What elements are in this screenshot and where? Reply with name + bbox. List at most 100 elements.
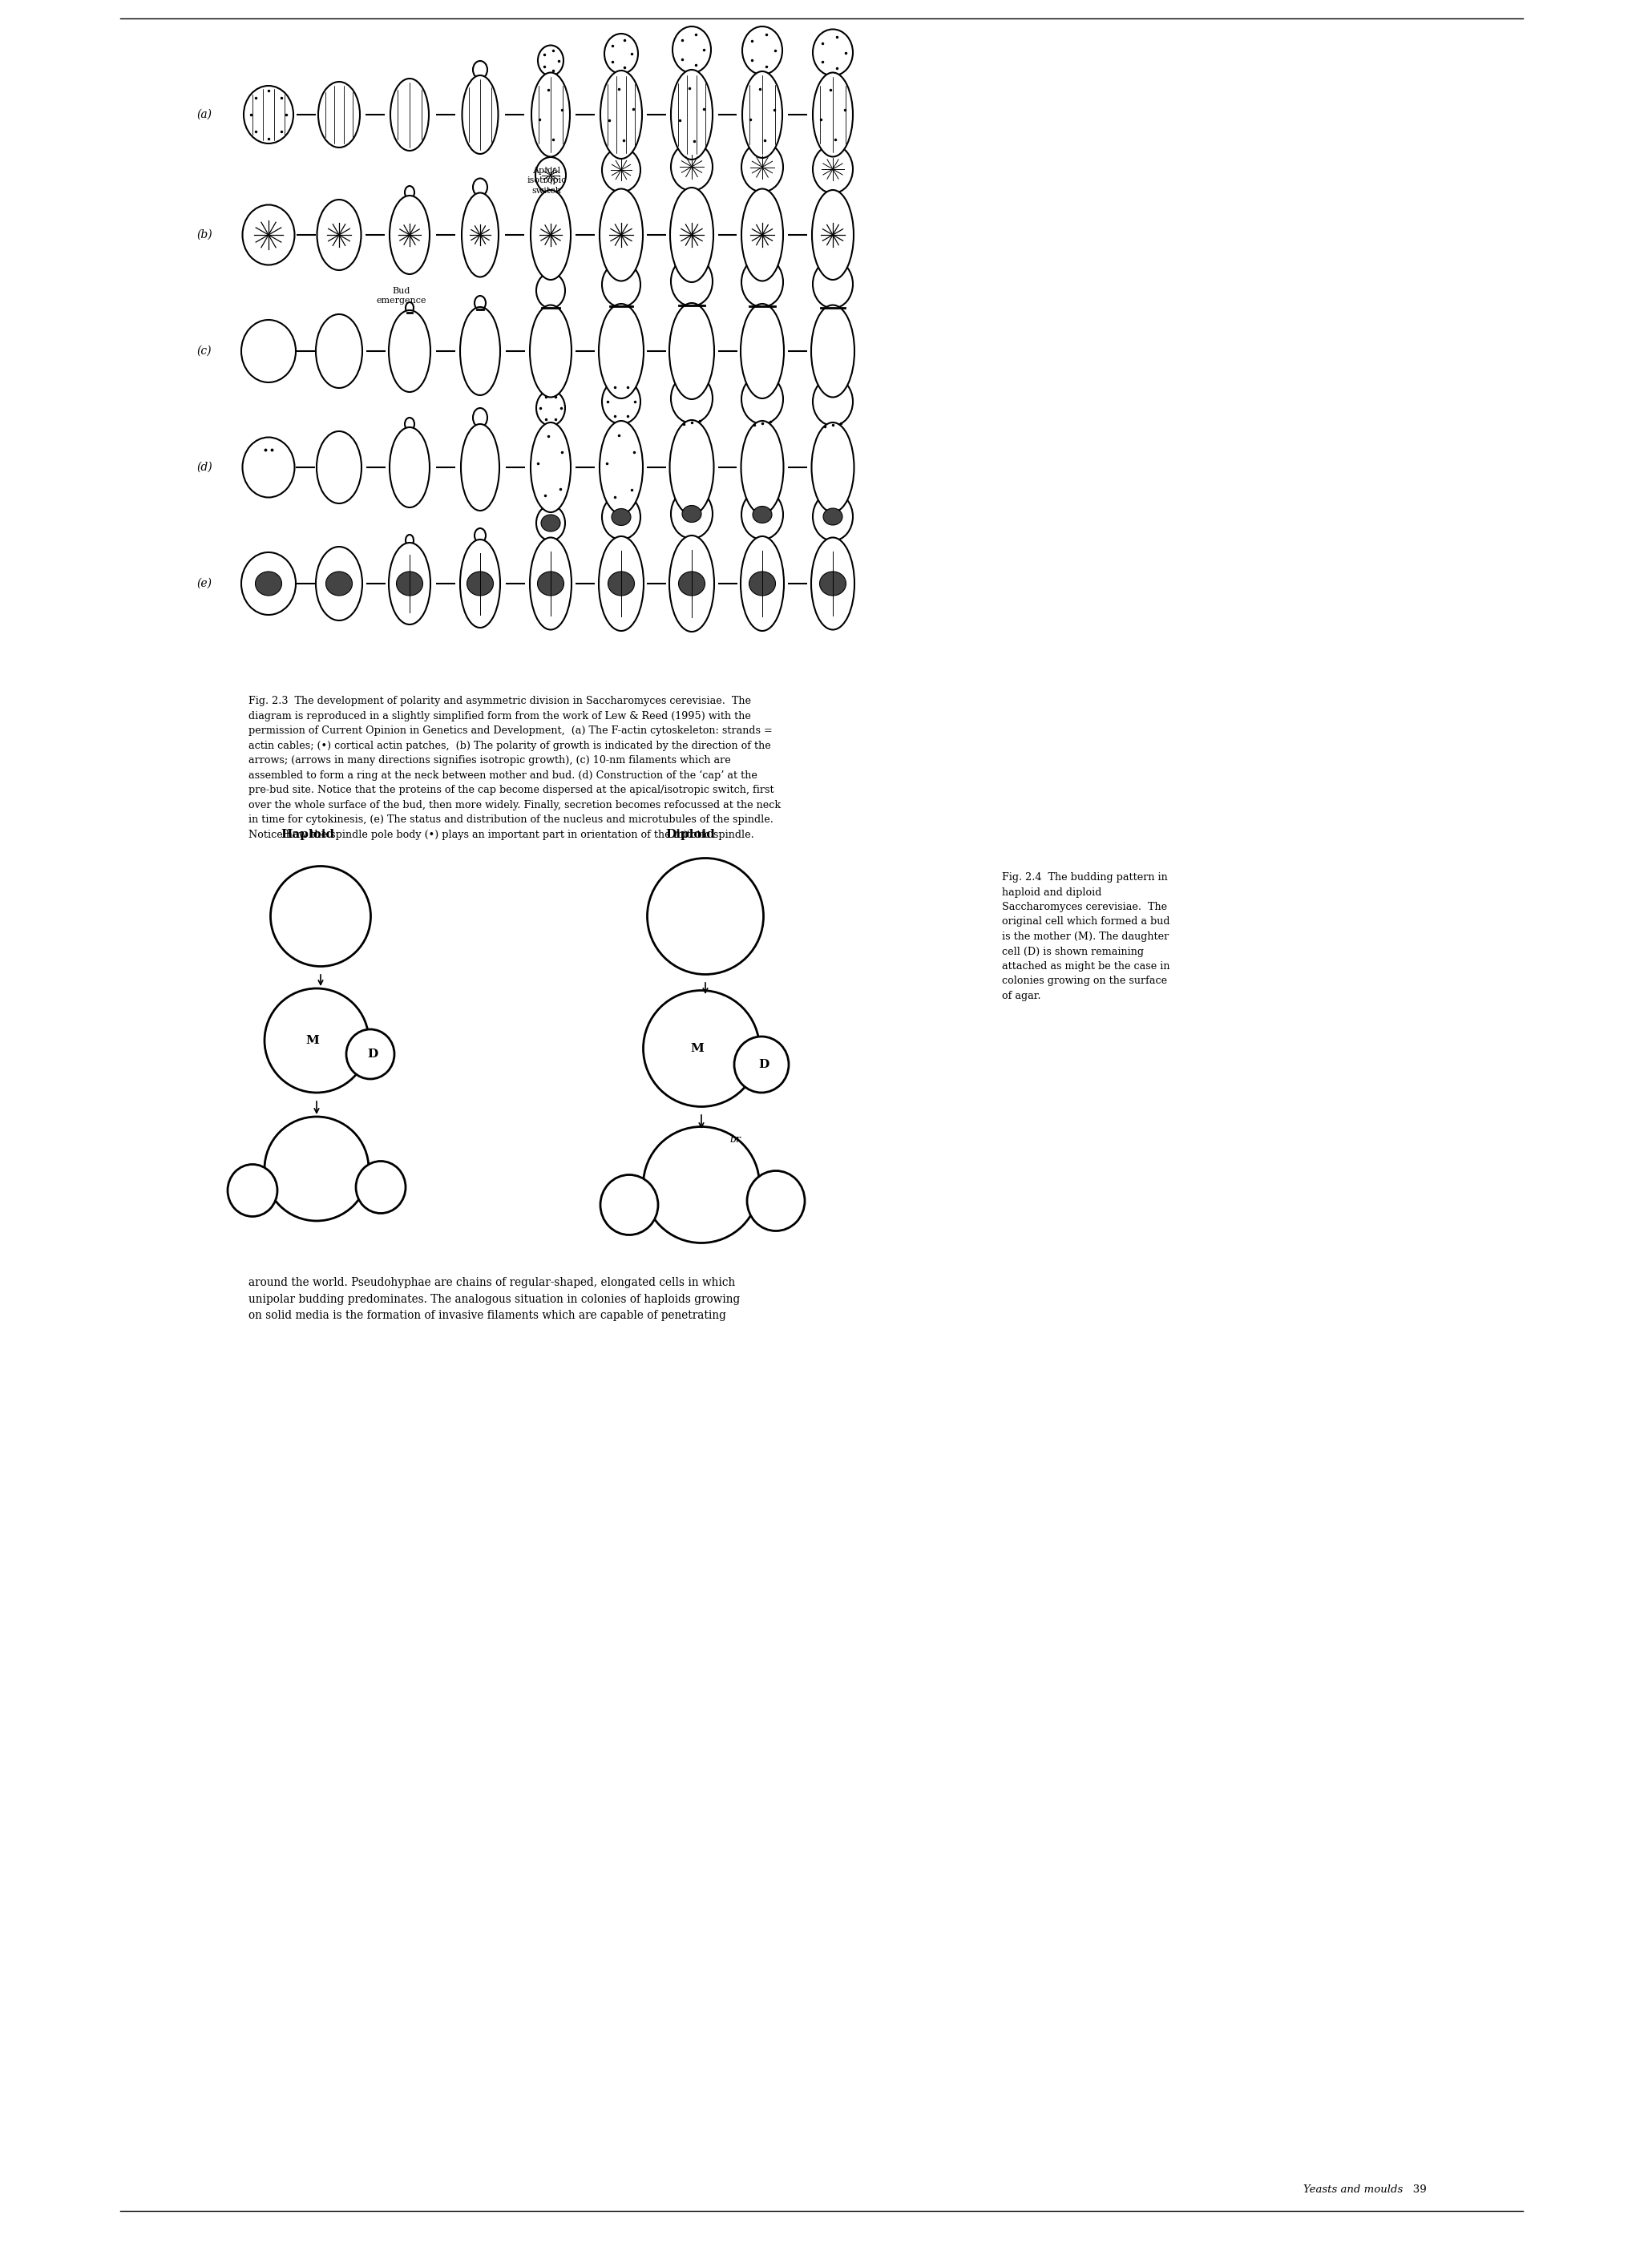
Text: Bud
emergence: Bud emergence	[377, 287, 426, 306]
Text: 39: 39	[1403, 2184, 1427, 2195]
Text: (a): (a)	[197, 109, 211, 120]
Ellipse shape	[535, 156, 567, 192]
Ellipse shape	[241, 319, 296, 382]
Ellipse shape	[388, 543, 431, 625]
Ellipse shape	[537, 505, 565, 541]
Ellipse shape	[600, 188, 643, 281]
Ellipse shape	[671, 188, 714, 283]
Ellipse shape	[474, 527, 486, 543]
Ellipse shape	[742, 27, 783, 75]
Ellipse shape	[474, 296, 486, 310]
Ellipse shape	[396, 573, 423, 595]
Ellipse shape	[600, 1174, 657, 1236]
Ellipse shape	[537, 573, 563, 595]
Ellipse shape	[406, 303, 413, 315]
Text: (b): (b)	[197, 229, 211, 240]
Text: Yeasts and moulds: Yeasts and moulds	[1303, 2184, 1403, 2195]
Ellipse shape	[390, 79, 430, 152]
Ellipse shape	[355, 1161, 406, 1213]
Text: (e): (e)	[197, 577, 211, 588]
Ellipse shape	[753, 507, 771, 523]
Ellipse shape	[813, 29, 852, 75]
Ellipse shape	[671, 143, 712, 190]
Ellipse shape	[264, 1116, 368, 1220]
Ellipse shape	[530, 539, 572, 629]
Ellipse shape	[601, 263, 641, 308]
Ellipse shape	[669, 303, 714, 398]
Ellipse shape	[228, 1165, 278, 1217]
Ellipse shape	[813, 260, 852, 308]
Ellipse shape	[601, 147, 641, 192]
Text: (d): (d)	[197, 462, 211, 473]
Ellipse shape	[742, 258, 783, 308]
Ellipse shape	[406, 534, 413, 545]
Ellipse shape	[813, 190, 854, 281]
Ellipse shape	[530, 306, 572, 398]
Text: Apical
isotropic
switch: Apical isotropic switch	[527, 167, 567, 195]
Ellipse shape	[600, 421, 643, 514]
Ellipse shape	[742, 72, 783, 158]
Ellipse shape	[813, 493, 852, 541]
Ellipse shape	[611, 509, 631, 525]
Ellipse shape	[264, 989, 368, 1093]
Ellipse shape	[256, 573, 282, 595]
Ellipse shape	[747, 1170, 805, 1231]
Ellipse shape	[742, 143, 783, 192]
Text: around the world. Pseudohyphae are chains of regular-shaped, elongated cells in : around the world. Pseudohyphae are chain…	[248, 1276, 740, 1322]
Ellipse shape	[461, 539, 501, 627]
Ellipse shape	[390, 428, 430, 507]
Ellipse shape	[530, 190, 570, 281]
Text: D: D	[758, 1059, 770, 1070]
Ellipse shape	[530, 423, 570, 511]
Ellipse shape	[669, 536, 714, 631]
Text: (c): (c)	[197, 346, 211, 358]
Ellipse shape	[317, 432, 362, 502]
Text: M: M	[691, 1043, 704, 1055]
Ellipse shape	[748, 573, 775, 595]
Ellipse shape	[811, 306, 854, 398]
Ellipse shape	[648, 858, 763, 975]
Text: Haploid: Haploid	[281, 828, 334, 840]
Ellipse shape	[682, 505, 702, 523]
Text: D: D	[367, 1048, 378, 1059]
Ellipse shape	[605, 34, 638, 75]
Ellipse shape	[669, 421, 714, 514]
Ellipse shape	[643, 1127, 760, 1242]
Ellipse shape	[811, 423, 854, 511]
Ellipse shape	[461, 423, 499, 511]
Ellipse shape	[813, 72, 852, 156]
Ellipse shape	[598, 536, 644, 631]
Ellipse shape	[813, 378, 852, 425]
Ellipse shape	[472, 407, 487, 428]
Ellipse shape	[532, 72, 570, 156]
Text: M: M	[306, 1034, 319, 1046]
Ellipse shape	[472, 61, 487, 79]
Ellipse shape	[733, 1036, 788, 1093]
Text: Fig. 2.3  The development of polarity and asymmetric division in Saccharomyces c: Fig. 2.3 The development of polarity and…	[248, 695, 781, 840]
Ellipse shape	[316, 548, 362, 620]
Ellipse shape	[472, 179, 487, 197]
Ellipse shape	[325, 573, 352, 595]
Text: Diploid: Diploid	[666, 828, 715, 840]
Ellipse shape	[244, 86, 294, 143]
Ellipse shape	[819, 573, 846, 595]
Ellipse shape	[643, 991, 760, 1107]
Text: Fig. 2.4  The budding pattern in
haploid and diploid
Saccharomyces cerevisiae.  : Fig. 2.4 The budding pattern in haploid …	[1003, 871, 1170, 1000]
Ellipse shape	[463, 75, 499, 154]
Ellipse shape	[608, 573, 634, 595]
Ellipse shape	[740, 303, 785, 398]
Ellipse shape	[317, 199, 362, 269]
Ellipse shape	[539, 45, 563, 75]
Ellipse shape	[671, 256, 712, 306]
Ellipse shape	[742, 489, 783, 539]
Ellipse shape	[405, 186, 415, 199]
Ellipse shape	[461, 192, 499, 276]
Ellipse shape	[537, 391, 565, 425]
Ellipse shape	[742, 373, 783, 423]
Ellipse shape	[271, 867, 370, 966]
Ellipse shape	[811, 539, 854, 629]
Ellipse shape	[537, 274, 565, 308]
Ellipse shape	[823, 509, 843, 525]
Ellipse shape	[461, 308, 501, 396]
Ellipse shape	[600, 70, 643, 158]
